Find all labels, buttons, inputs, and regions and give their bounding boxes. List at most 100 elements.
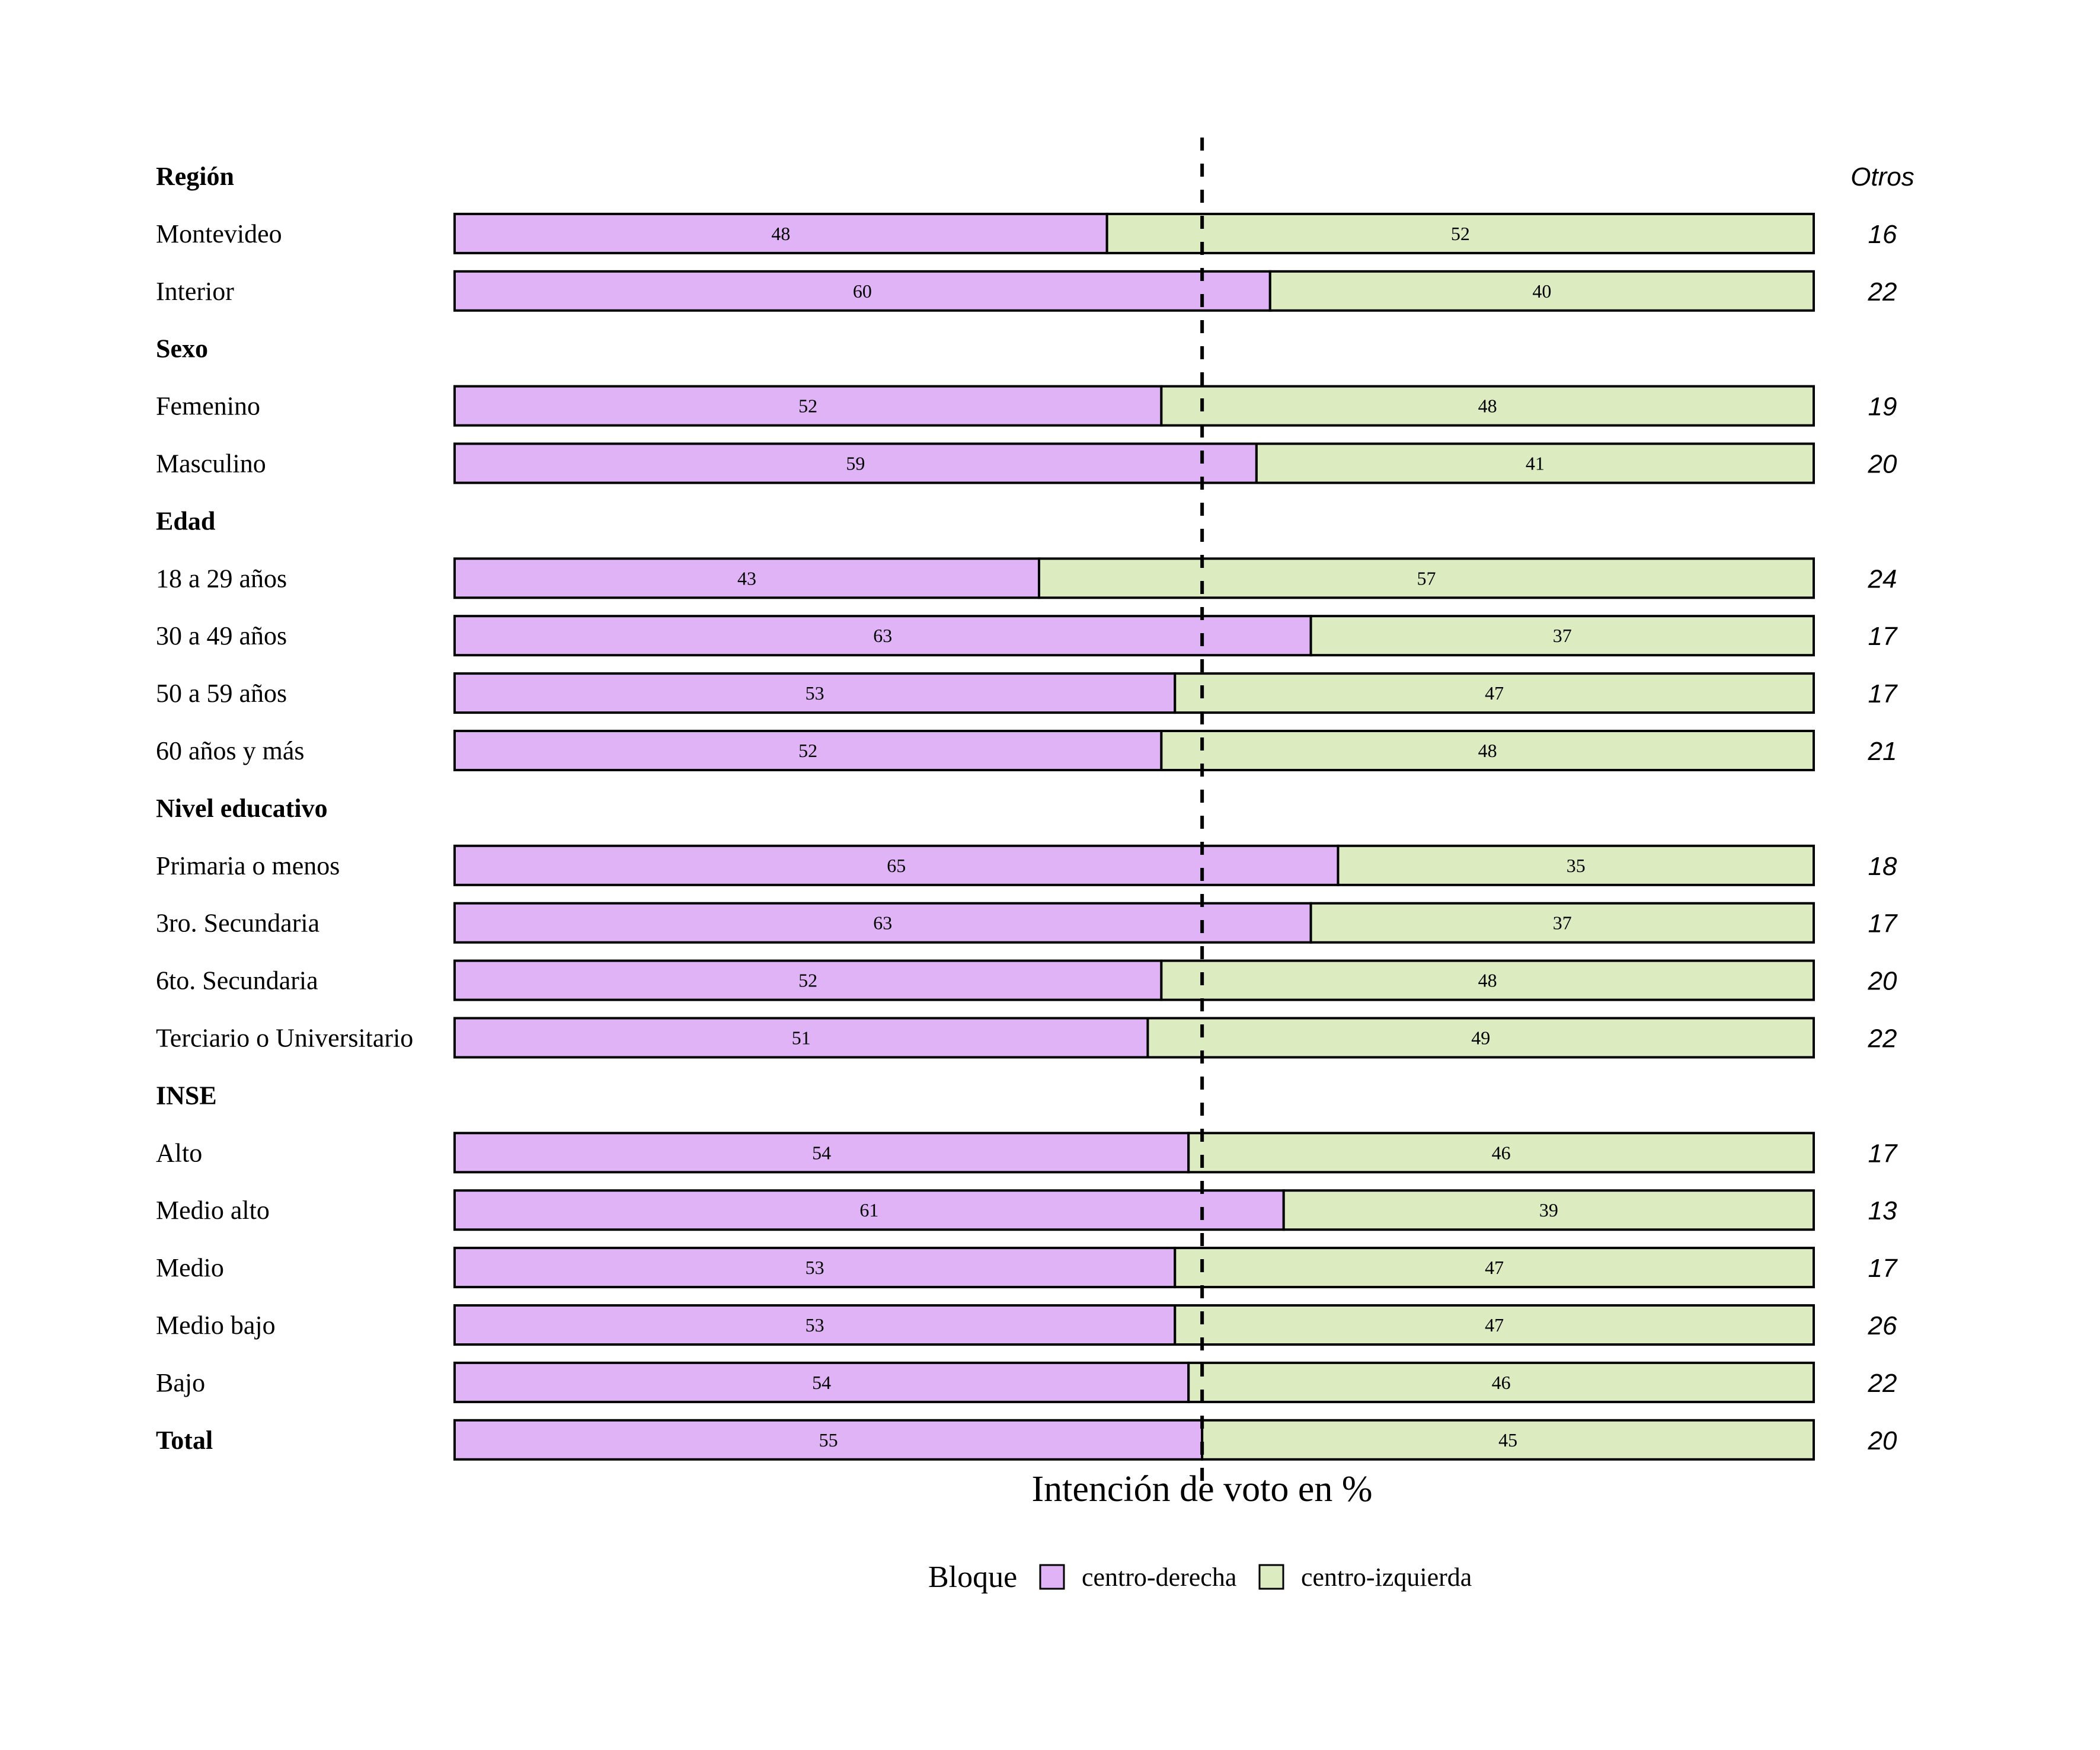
row-femenino: Femenino 52 48 19 <box>156 385 1897 427</box>
undefined <box>1268 270 1815 312</box>
row-interior: Interior 60 40 22 <box>156 270 1897 312</box>
row-3ro-secundaria: 3ro. Secundaria 63 37 17 <box>156 902 1898 944</box>
data-label-centro-derecha: 53 <box>806 1257 824 1278</box>
data-label-centro-izquierda: 48 <box>1478 740 1497 761</box>
row-total: Total 55 45 20 <box>156 1419 1897 1461</box>
undefined <box>453 844 1340 886</box>
row-label: 18 a 29 años <box>156 564 287 593</box>
legend-title: Bloque <box>928 1560 1017 1594</box>
undefined <box>453 557 1040 599</box>
otros-value: 17 <box>1868 1254 1898 1283</box>
data-label-centro-izquierda: 41 <box>1526 453 1545 474</box>
row-label: 50 a 59 años <box>156 679 287 708</box>
data-label-centro-derecha: 52 <box>798 970 817 991</box>
undefined <box>1309 615 1815 657</box>
data-label-centro-izquierda: 48 <box>1478 970 1497 991</box>
group-header-label: Sexo <box>156 334 208 363</box>
data-label-centro-derecha: 59 <box>846 453 865 474</box>
category-header-edad: Edad <box>156 506 215 535</box>
otros-value: 17 <box>1868 909 1898 938</box>
data-label-centro-derecha: 52 <box>798 395 817 417</box>
row-label: Total <box>156 1426 213 1455</box>
legend-swatch-centro-derecha <box>1039 1564 1065 1590</box>
row-label: 60 años y más <box>156 736 305 765</box>
data-label-centro-izquierda: 39 <box>1539 1199 1558 1221</box>
undefined <box>1174 1304 1815 1346</box>
otros-value: 17 <box>1868 622 1898 651</box>
data-label-centro-izquierda: 45 <box>1498 1429 1517 1451</box>
group-header-label: INSE <box>156 1081 217 1110</box>
otros-value: 20 <box>1868 1426 1897 1455</box>
group-header-label: Nivel educativo <box>156 794 328 823</box>
data-label-centro-derecha: 54 <box>812 1372 831 1393</box>
row-label: Medio alto <box>156 1196 270 1225</box>
data-label-centro-izquierda: 46 <box>1492 1142 1511 1163</box>
otros-value: 18 <box>1868 852 1897 881</box>
otros-value: 16 <box>1868 220 1897 249</box>
row-label: Medio <box>156 1253 224 1282</box>
chart-rows: Región Montevideo 48 52 16 Interior 60 40 22 Sexo… <box>156 162 1898 1461</box>
row-label: Montevideo <box>156 219 282 248</box>
category-header-nivel-educativo: Nivel educativo <box>156 794 328 823</box>
otros-value: 20 <box>1868 967 1897 996</box>
undefined <box>453 1017 1149 1059</box>
row-30-a-49-anos: 30 a 49 años 63 37 17 <box>156 615 1898 657</box>
undefined <box>1160 730 1815 771</box>
row-label: Terciario o Universitario <box>156 1024 413 1053</box>
category-header-region: Región <box>156 162 234 191</box>
undefined <box>1255 442 1815 484</box>
data-label-centro-izquierda: 35 <box>1567 855 1586 876</box>
otros-value: 17 <box>1868 1139 1898 1168</box>
row-label: 3ro. Secundaria <box>156 909 319 938</box>
undefined <box>1201 1419 1815 1461</box>
data-label-centro-derecha: 54 <box>812 1142 831 1163</box>
data-label-centro-derecha: 63 <box>873 912 892 934</box>
row-terciario-o-universitario: Terciario o Universitario 51 49 22 <box>156 1017 1897 1059</box>
undefined <box>453 442 1258 484</box>
undefined <box>453 1419 1204 1461</box>
data-label-centro-derecha: 53 <box>806 682 824 704</box>
row-medio-alto: Medio alto 61 39 13 <box>156 1189 1897 1231</box>
row-medio: Medio 53 47 17 <box>156 1247 1898 1289</box>
row-label: Femenino <box>156 392 260 421</box>
row-label: Medio bajo <box>156 1311 276 1340</box>
data-label-centro-derecha: 53 <box>806 1314 824 1336</box>
row-label: 30 a 49 años <box>156 621 287 650</box>
undefined <box>1146 1017 1815 1059</box>
category-header-inse: INSE <box>156 1081 217 1110</box>
data-label-centro-derecha: 51 <box>792 1027 811 1049</box>
row-label: Alto <box>156 1138 202 1167</box>
row-label: Bajo <box>156 1368 205 1397</box>
undefined <box>1037 557 1815 599</box>
row-label: Primaria o menos <box>156 851 340 880</box>
row-primaria-o-menos: Primaria o menos 65 35 18 <box>156 844 1897 886</box>
otros-value: 20 <box>1868 450 1897 479</box>
data-label-centro-derecha: 43 <box>737 567 756 589</box>
row-montevideo: Montevideo 48 52 16 <box>156 212 1897 254</box>
otros-value: 13 <box>1868 1196 1897 1225</box>
otros-value: 22 <box>1868 1024 1897 1053</box>
undefined <box>1174 672 1815 714</box>
undefined <box>453 1132 1190 1174</box>
row-18-a-29-anos: 18 a 29 años 43 57 24 <box>156 557 1897 599</box>
otros-value: 22 <box>1868 277 1897 306</box>
group-header-label: Región <box>156 162 234 191</box>
row-6to-secundaria: 6to. Secundaria 52 48 20 <box>156 959 1897 1001</box>
undefined <box>453 902 1312 944</box>
undefined <box>1337 844 1815 886</box>
undefined <box>453 959 1163 1001</box>
data-label-centro-izquierda: 37 <box>1553 912 1572 934</box>
data-label-centro-derecha: 48 <box>771 223 790 244</box>
undefined <box>1160 959 1815 1001</box>
otros-value: 24 <box>1868 564 1897 593</box>
otros-value: 19 <box>1868 392 1897 421</box>
row-label: Masculino <box>156 449 266 478</box>
data-label-centro-izquierda: 47 <box>1485 1257 1504 1278</box>
data-label-centro-izquierda: 52 <box>1451 223 1470 244</box>
group-header-label: Edad <box>156 506 215 535</box>
undefined <box>1187 1132 1815 1174</box>
undefined <box>453 1189 1285 1231</box>
data-label-centro-izquierda: 47 <box>1485 682 1504 704</box>
row-bajo: Bajo 54 46 22 <box>156 1361 1897 1403</box>
data-label-centro-derecha: 63 <box>873 625 892 646</box>
